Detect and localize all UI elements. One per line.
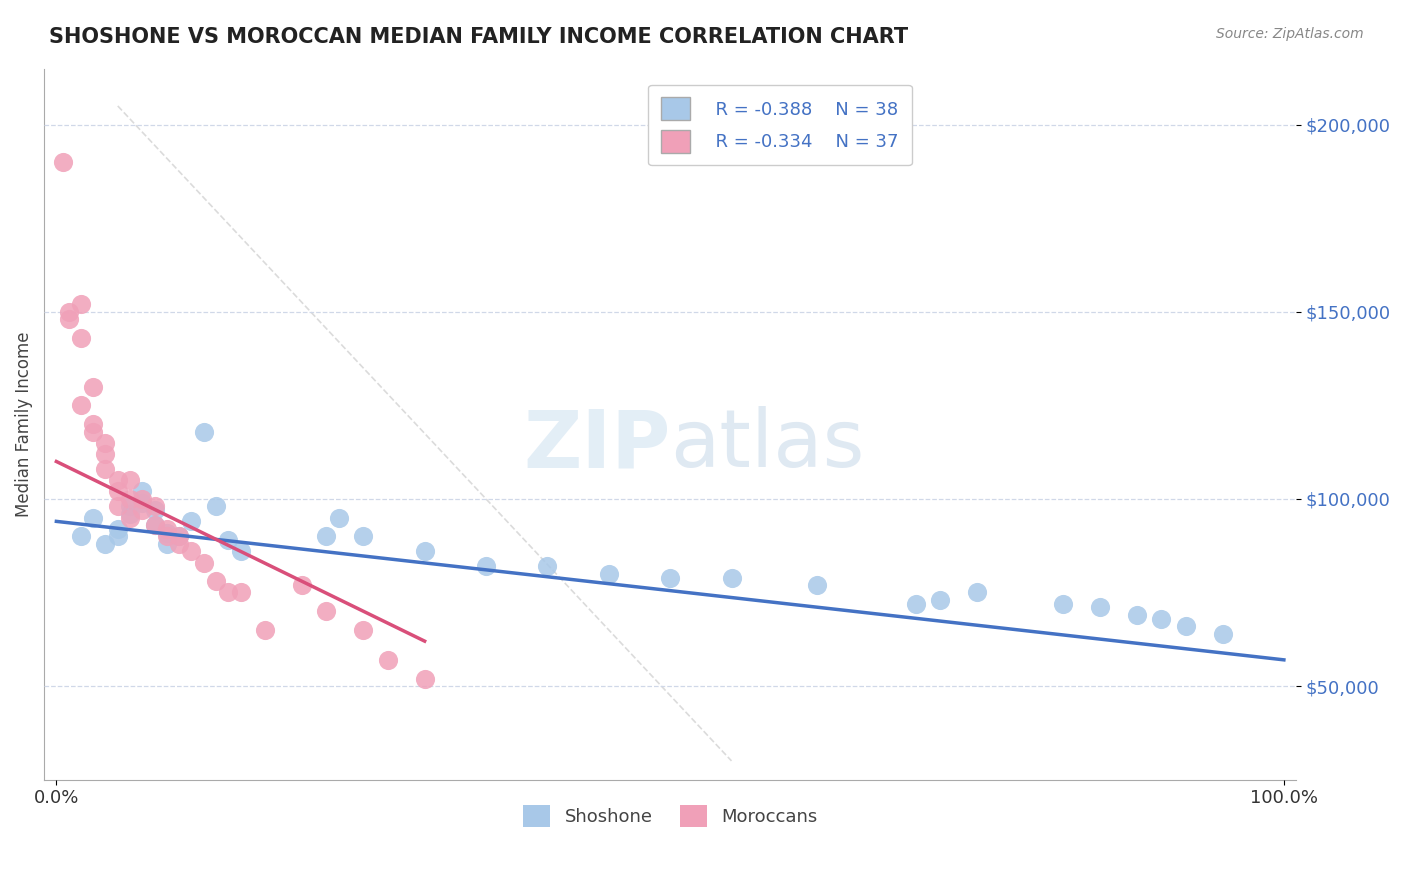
Point: [413, 544, 436, 558]
Point: [156, 537, 179, 551]
Point: [659, 570, 682, 584]
Point: [720, 570, 742, 584]
Point: [352, 529, 374, 543]
Legend: Shoshone, Moroccans: Shoshone, Moroccans: [516, 798, 824, 835]
Point: [167, 529, 190, 543]
Point: [966, 585, 988, 599]
Point: [70, 331, 93, 345]
Point: [118, 473, 141, 487]
Point: [70, 529, 93, 543]
Point: [118, 491, 141, 506]
Point: [131, 503, 153, 517]
Point: [156, 529, 179, 543]
Point: [143, 503, 166, 517]
Point: [1052, 597, 1074, 611]
Point: [1150, 612, 1173, 626]
Point: [929, 593, 952, 607]
Point: [1211, 626, 1233, 640]
Point: [51, 155, 73, 169]
Point: [291, 578, 314, 592]
Point: [229, 585, 252, 599]
Point: [328, 510, 350, 524]
Point: [118, 500, 141, 514]
Point: [143, 500, 166, 514]
Point: [58, 305, 80, 319]
Point: [70, 297, 93, 311]
Point: [143, 518, 166, 533]
Point: [315, 604, 337, 618]
Point: [475, 559, 498, 574]
Point: [118, 507, 141, 521]
Point: [205, 574, 228, 589]
Point: [217, 533, 239, 547]
Point: [1125, 607, 1147, 622]
Text: ZIP: ZIP: [523, 407, 671, 484]
Text: SHOSHONE VS MOROCCAN MEDIAN FAMILY INCOME CORRELATION CHART: SHOSHONE VS MOROCCAN MEDIAN FAMILY INCOM…: [49, 27, 908, 46]
Text: Source: ZipAtlas.com: Source: ZipAtlas.com: [1216, 27, 1364, 41]
Point: [229, 544, 252, 558]
Point: [904, 597, 927, 611]
Point: [1088, 600, 1111, 615]
Point: [107, 484, 129, 499]
Point: [315, 529, 337, 543]
Point: [180, 544, 202, 558]
Point: [156, 525, 179, 540]
Point: [180, 514, 202, 528]
Text: atlas: atlas: [671, 407, 865, 484]
Point: [107, 529, 129, 543]
Point: [131, 496, 153, 510]
Point: [107, 500, 129, 514]
Point: [82, 379, 104, 393]
Point: [1174, 619, 1197, 633]
Point: [806, 578, 828, 592]
Point: [58, 312, 80, 326]
Point: [143, 518, 166, 533]
Point: [536, 559, 558, 574]
Point: [131, 484, 153, 499]
Point: [598, 566, 620, 581]
Point: [107, 522, 129, 536]
Point: [118, 510, 141, 524]
Point: [217, 585, 239, 599]
Point: [156, 522, 179, 536]
Point: [352, 623, 374, 637]
Point: [413, 672, 436, 686]
Point: [94, 447, 117, 461]
Y-axis label: Median Family Income: Median Family Income: [15, 331, 32, 516]
Point: [82, 510, 104, 524]
Point: [94, 435, 117, 450]
Point: [167, 537, 190, 551]
Point: [70, 398, 93, 412]
Point: [82, 425, 104, 439]
Point: [377, 653, 399, 667]
Point: [193, 425, 215, 439]
Point: [131, 491, 153, 506]
Point: [205, 500, 228, 514]
Point: [193, 556, 215, 570]
Point: [94, 537, 117, 551]
Point: [107, 473, 129, 487]
Point: [167, 529, 190, 543]
Point: [82, 417, 104, 431]
Point: [94, 462, 117, 476]
Point: [254, 623, 277, 637]
